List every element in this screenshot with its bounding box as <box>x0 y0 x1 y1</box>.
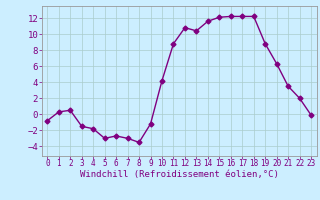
X-axis label: Windchill (Refroidissement éolien,°C): Windchill (Refroidissement éolien,°C) <box>80 170 279 179</box>
